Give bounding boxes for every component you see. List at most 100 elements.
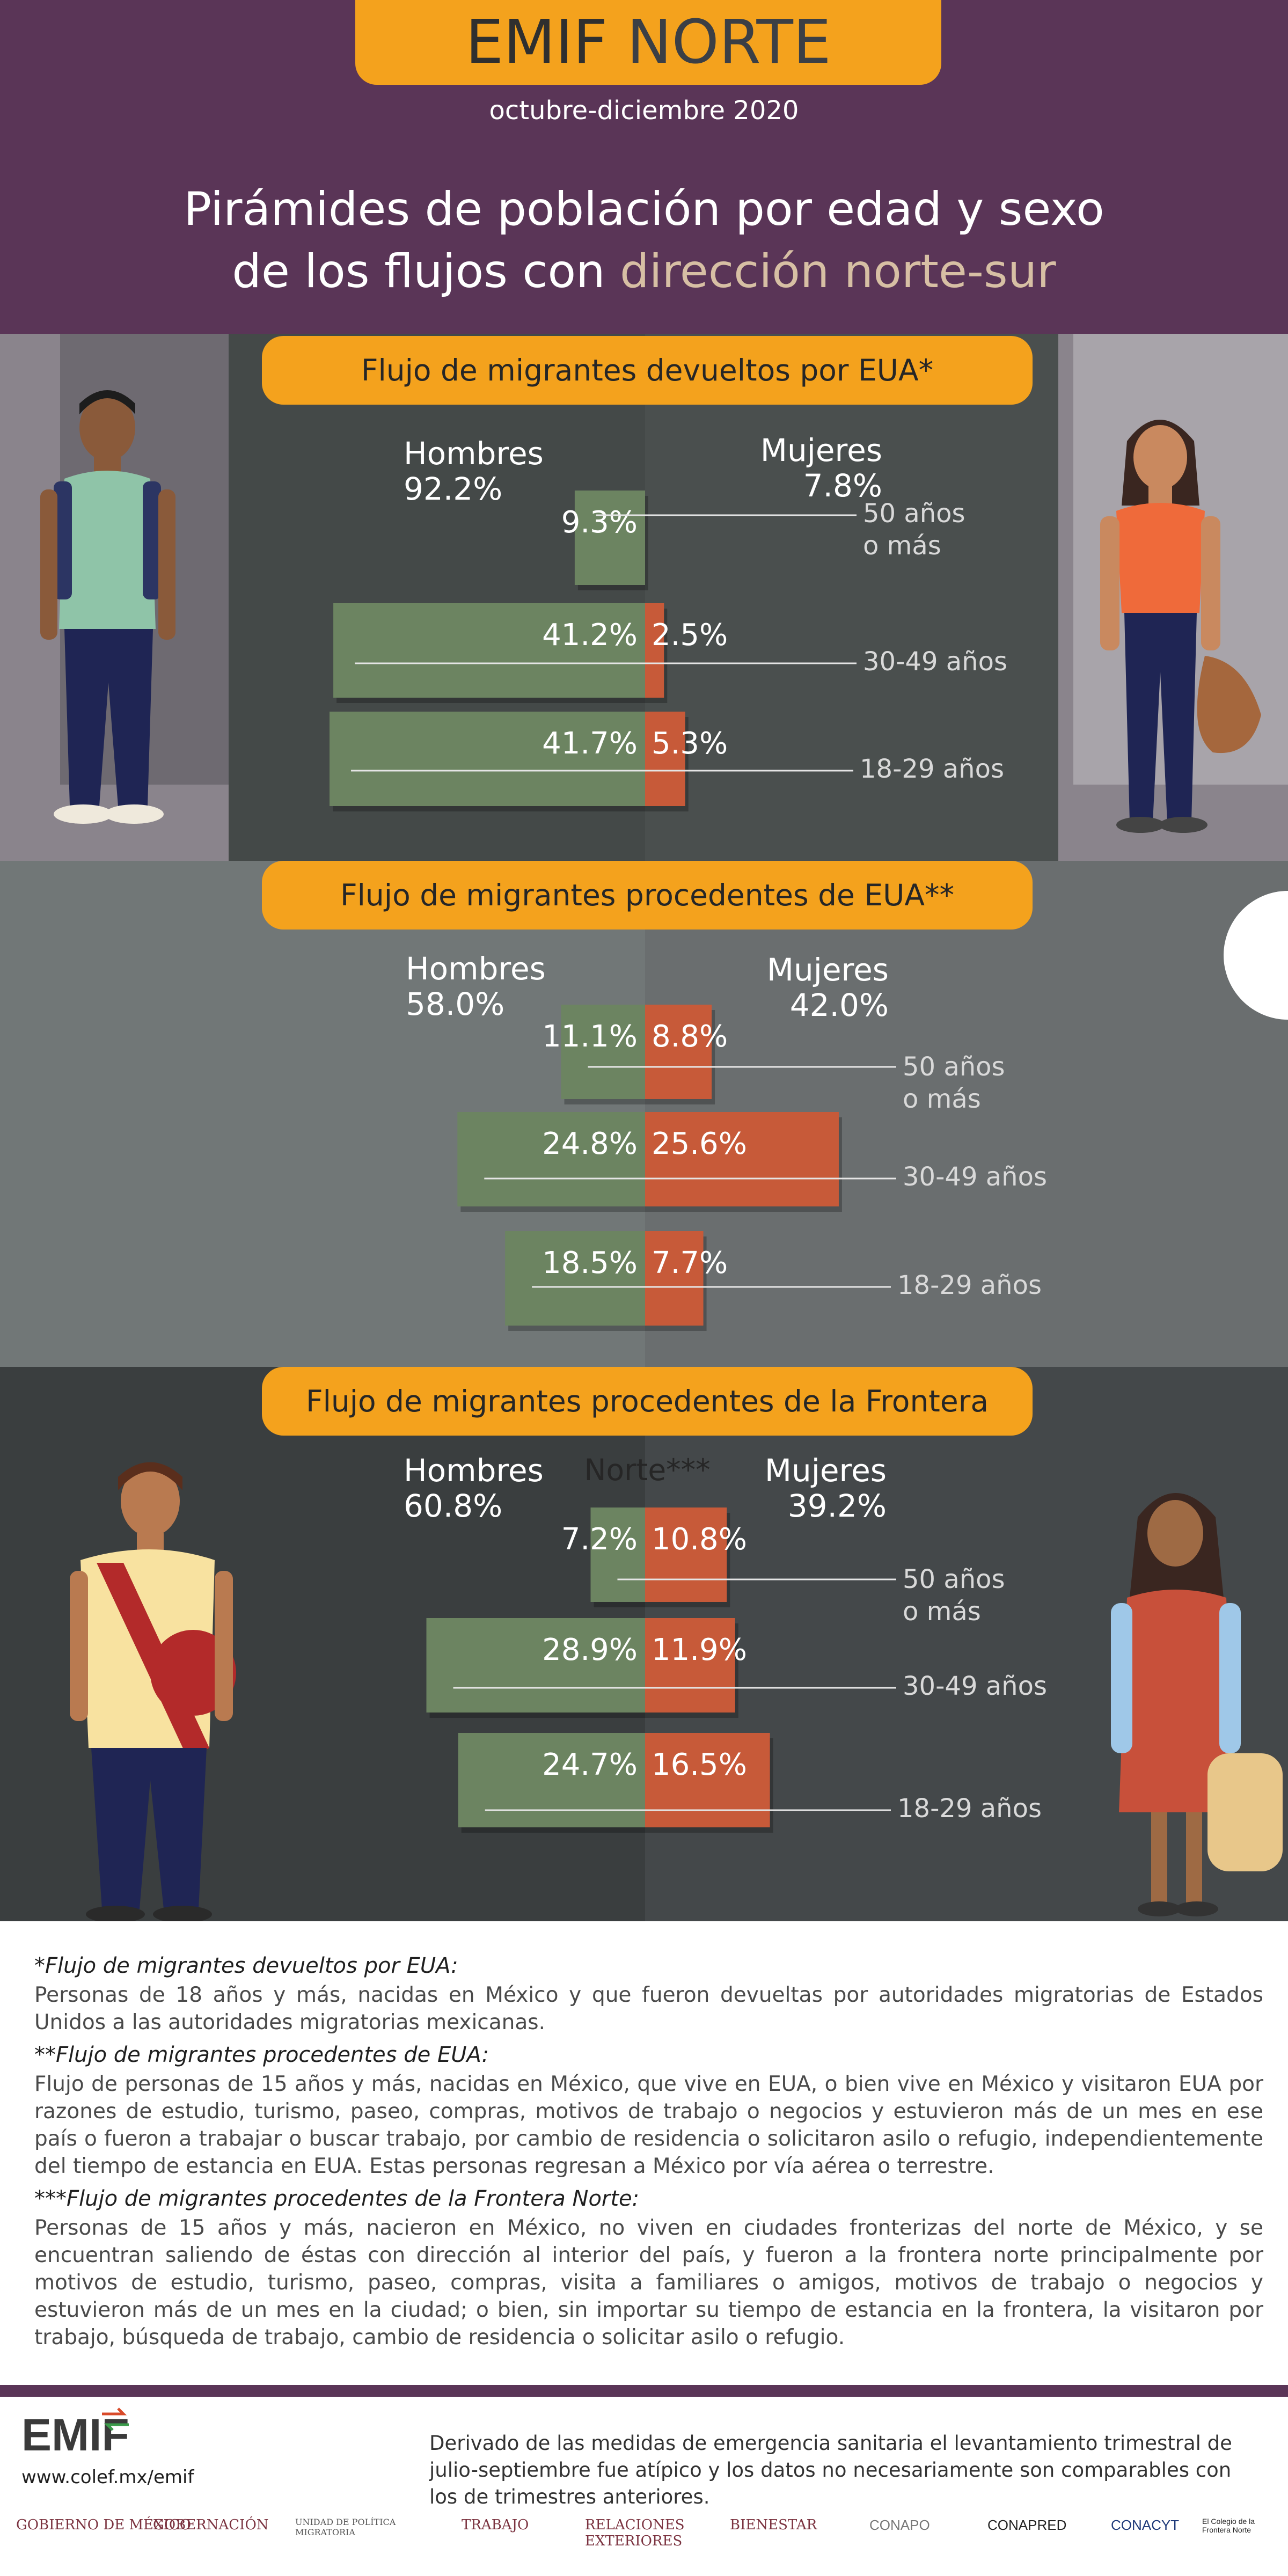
footer-note: Derivado de las medidas de emergencia sa… xyxy=(429,2432,1232,2508)
value-label-men: 7.2% xyxy=(561,1522,638,1557)
woman-illustration-icon xyxy=(1100,420,1261,833)
chart-section-procedentes-eua: Flujo de migrantes procedentes de EUA** … xyxy=(0,861,1288,1367)
value-label-men: 41.7% xyxy=(542,726,638,761)
value-label-women: 5.3% xyxy=(652,726,728,761)
note-body: Flujo de personas de 15 años y más, naci… xyxy=(34,2072,1263,2178)
value-label-women: 8.8% xyxy=(652,1019,728,1054)
age-group-label: 50 años xyxy=(903,1564,1005,1594)
bar-women xyxy=(645,1618,735,1713)
age-group-label: 30-49 años xyxy=(903,1671,1047,1701)
bar-women xyxy=(645,603,664,698)
website-link[interactable]: www.colef.mx/emif xyxy=(21,2467,194,2488)
chart-title: Flujo de migrantes devueltos por EUA* xyxy=(262,336,1033,405)
woman-with-bag-illustration-icon xyxy=(1111,1493,1283,1916)
value-label-men: 11.1% xyxy=(542,1019,638,1054)
logo-conapo: CONAPO xyxy=(869,2517,930,2533)
period-subtitle: octubre-diciembre 2020 xyxy=(489,96,799,126)
value-label-women: 10.8% xyxy=(652,1522,747,1557)
age-group-label: 50 años xyxy=(903,1052,1005,1082)
value-label-men: 9.3% xyxy=(561,505,638,540)
bar-men xyxy=(330,712,645,806)
man-illustration-icon xyxy=(40,390,175,824)
logo-colef: El Colegio de la Frontera Norte xyxy=(1202,2517,1255,2534)
bar-women xyxy=(645,1231,704,1326)
value-label-women: 2.5% xyxy=(652,618,728,653)
age-group-label: 30-49 años xyxy=(903,1162,1047,1192)
chart-section-frontera-norte: Flujo de migrantes procedentes de la Fro… xyxy=(0,1367,1288,1921)
age-group-label: 18-29 años xyxy=(897,1270,1042,1300)
age-group-label: 50 años xyxy=(863,499,965,529)
note-body: Personas de 15 años y más, nacieron en M… xyxy=(34,2216,1263,2350)
bar-men xyxy=(458,1733,645,1827)
brand-title: EMIF NORTE xyxy=(355,0,941,85)
age-group-label: 18-29 años xyxy=(860,754,1004,784)
note-title: **Flujo de migrantes procedentes de EUA: xyxy=(34,2043,489,2067)
man-with-bag-illustration-icon xyxy=(70,1462,236,1921)
bar-women xyxy=(645,712,685,806)
bar-men xyxy=(505,1231,645,1326)
chart-title: Flujo de migrantes procedentes de EUA** xyxy=(262,861,1033,930)
age-group-row: 41.2% 2.5% 30-49 años xyxy=(333,603,1007,703)
logo-gobierno-de-mexico: GOBIERNO DE MÉXICO xyxy=(16,2517,192,2533)
logo-bienestar: BIENESTAR xyxy=(730,2517,817,2533)
bar-women xyxy=(645,1112,839,1206)
age-group-row: 18.5% 7.7% 18-29 años xyxy=(505,1231,1042,1331)
bar-men xyxy=(426,1618,645,1713)
bar-men xyxy=(590,1507,645,1602)
chart-panel-right xyxy=(645,334,1058,861)
bar-women xyxy=(645,1005,712,1099)
men-label: Hombres 60.8% xyxy=(404,1452,544,1524)
svg-text:EMIF: EMIF xyxy=(21,2410,129,2460)
value-label-men: 28.9% xyxy=(542,1633,638,1667)
bar-women xyxy=(645,1507,727,1602)
age-group-label: 30-49 años xyxy=(863,647,1007,677)
header-banner: EMIF NORTE octubre-diciembre 2020 Pirámi… xyxy=(0,0,1288,334)
logo-relaciones-exteriores: RELACIONES EXTERIORES xyxy=(585,2517,685,2549)
age-group-row: 24.8% 25.6% 30-49 años xyxy=(457,1112,1047,1212)
logo-trabajo: TRABAJO xyxy=(462,2517,529,2533)
bar-men xyxy=(457,1112,645,1206)
value-label-women: 7.7% xyxy=(652,1246,728,1280)
age-group-row: 28.9% 11.9% 30-49 años xyxy=(426,1618,1047,1718)
men-label: Hombres 58.0% xyxy=(406,950,546,1022)
chart-section-devueltos: Flujo de migrantes devueltos por EUA* Ho… xyxy=(0,334,1288,861)
logo-conacyt: CONACYT xyxy=(1111,2517,1180,2533)
semicircle-decoration-icon xyxy=(1224,891,1288,1020)
value-label-women: 25.6% xyxy=(652,1126,747,1161)
women-label: Mujeres 39.2% xyxy=(764,1452,887,1524)
logo-conapred: CONAPRED xyxy=(987,2517,1067,2533)
value-label-women: 11.9% xyxy=(652,1633,747,1667)
page-title-line1: Pirámides de población por edad y sexo xyxy=(184,182,1104,236)
value-label-men: 18.5% xyxy=(542,1246,638,1280)
age-group-row: 41.7% 5.3% 18-29 años xyxy=(330,712,1004,811)
note-title: *Flujo de migrantes devueltos por EUA: xyxy=(34,1953,458,1978)
institution-logos: GOBIERNO DE MÉXICO GOBERNACIÓN UNIDAD DE… xyxy=(16,2512,1272,2555)
age-group-row: 24.7% 16.5% 18-29 años xyxy=(458,1733,1042,1833)
emif-logo: EMIF xyxy=(21,2407,129,2460)
value-label-men: 41.2% xyxy=(542,618,638,653)
value-label-men: 24.7% xyxy=(542,1747,638,1782)
chart-title: Flujo de migrantes procedentes de la Fro… xyxy=(262,1367,1033,1487)
note-title: ***Flujo de migrantes procedentes de la … xyxy=(34,2186,640,2211)
logo-gobernacion: GOBERNACIÓN xyxy=(153,2517,269,2533)
footer-divider xyxy=(0,2385,1288,2397)
women-label: Mujeres 42.0% xyxy=(766,952,889,1023)
age-group-label: 18-29 años xyxy=(897,1794,1042,1824)
age-group-label: o más xyxy=(863,531,941,561)
women-label: Mujeres 7.8% xyxy=(760,432,882,504)
value-label-women: 16.5% xyxy=(652,1747,747,1782)
bar-men xyxy=(333,603,645,698)
logo-upm: UNIDAD DE POLÍTICA MIGRATORIA xyxy=(295,2517,396,2537)
men-label: Hombres 92.2% xyxy=(404,435,544,507)
note-body: Personas de 18 años y más, nacidas en Mé… xyxy=(34,1983,1263,2035)
bar-men xyxy=(561,1005,645,1099)
age-group-label: o más xyxy=(903,1084,981,1114)
footnotes: *Flujo de migrantes devueltos por EUA: P… xyxy=(34,1953,1263,2358)
bar-women xyxy=(645,1733,770,1827)
